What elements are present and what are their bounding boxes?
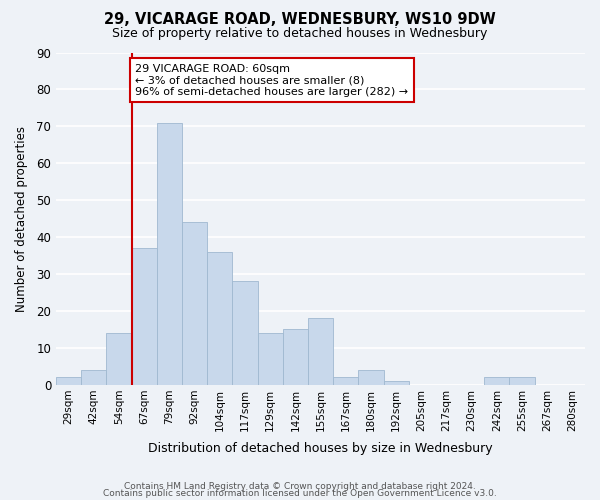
X-axis label: Distribution of detached houses by size in Wednesbury: Distribution of detached houses by size … [148, 442, 493, 455]
Text: Contains public sector information licensed under the Open Government Licence v3: Contains public sector information licen… [103, 490, 497, 498]
Bar [333, 377, 358, 384]
Bar [283, 329, 308, 384]
Bar [257, 333, 283, 384]
Text: 29, VICARAGE ROAD, WEDNESBURY, WS10 9DW: 29, VICARAGE ROAD, WEDNESBURY, WS10 9DW [104, 12, 496, 28]
Bar [182, 222, 207, 384]
Bar [157, 122, 182, 384]
Bar [131, 248, 157, 384]
Bar [207, 252, 232, 384]
Bar [509, 377, 535, 384]
Y-axis label: Number of detached properties: Number of detached properties [15, 126, 28, 312]
Text: 29 VICARAGE ROAD: 60sqm
← 3% of detached houses are smaller (8)
96% of semi-deta: 29 VICARAGE ROAD: 60sqm ← 3% of detached… [136, 64, 409, 97]
Bar [383, 381, 409, 384]
Bar [232, 282, 257, 385]
Bar [56, 377, 81, 384]
Bar [106, 333, 131, 384]
Bar [358, 370, 383, 384]
Text: Size of property relative to detached houses in Wednesbury: Size of property relative to detached ho… [112, 28, 488, 40]
Text: Contains HM Land Registry data © Crown copyright and database right 2024.: Contains HM Land Registry data © Crown c… [124, 482, 476, 491]
Bar [308, 318, 333, 384]
Bar [484, 377, 509, 384]
Bar [81, 370, 106, 384]
